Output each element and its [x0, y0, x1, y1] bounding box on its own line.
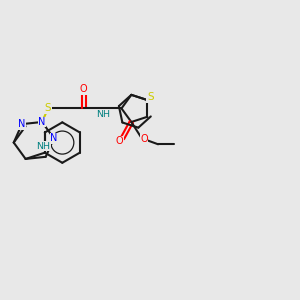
Text: N: N — [50, 133, 58, 143]
Text: S: S — [45, 103, 51, 113]
Text: O: O — [116, 136, 123, 146]
Text: N: N — [38, 117, 46, 127]
Text: N: N — [18, 119, 26, 129]
Text: NH: NH — [36, 142, 50, 151]
Text: NH: NH — [96, 110, 110, 119]
Text: O: O — [140, 134, 148, 144]
Text: S: S — [147, 92, 154, 102]
Text: O: O — [80, 84, 88, 94]
